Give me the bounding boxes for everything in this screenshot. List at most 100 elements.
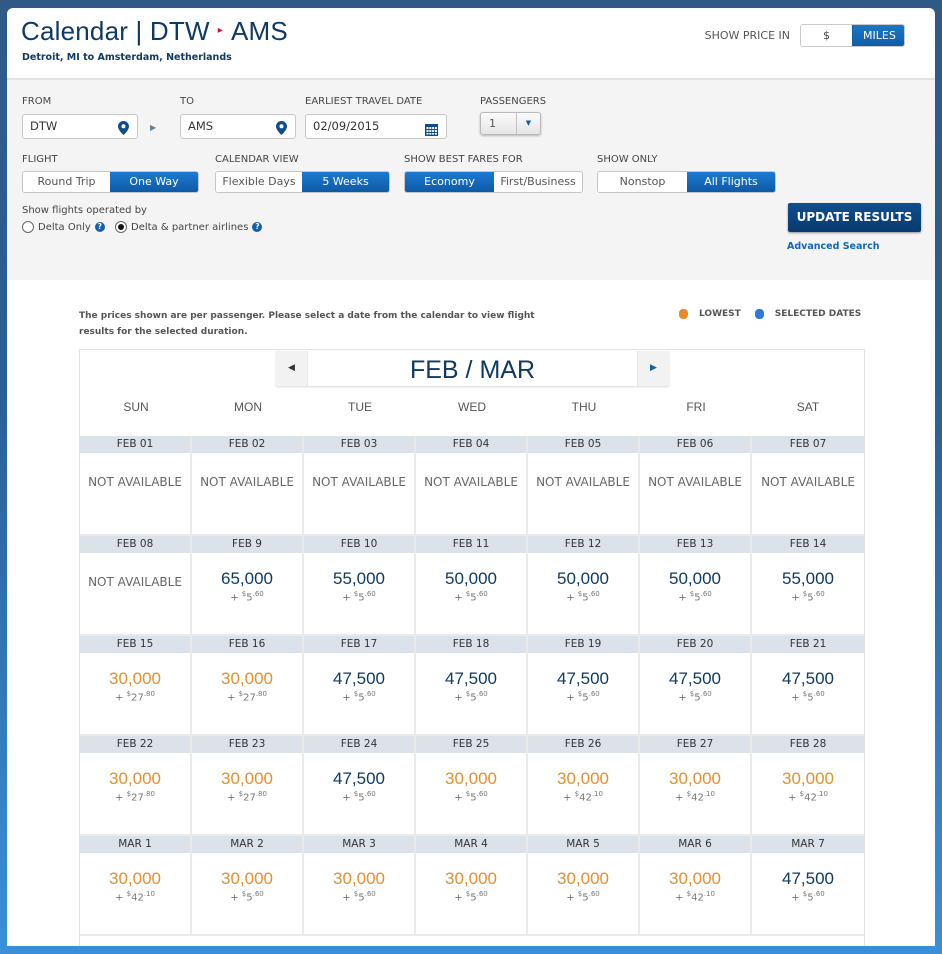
calendar-week: MAR 1 30,000 + $42.10 MAR 2 30,000 + $5.60 MAR…: [80, 836, 864, 936]
fare-miles: 50,000: [669, 569, 721, 588]
tax-dollars: 42: [131, 892, 144, 904]
fare-tax: + $5.60: [454, 790, 488, 804]
location-pin-icon[interactable]: [276, 120, 287, 143]
miles-option[interactable]: MILES: [852, 25, 904, 46]
calendar-day-cell[interactable]: MAR 3 30,000 + $5.60: [304, 836, 416, 936]
calendar-day-cell[interactable]: FEB 12 50,000 + $5.60: [528, 536, 640, 636]
update-results-button[interactable]: UPDATE RESULTS: [788, 203, 921, 232]
fare-tax: + $5.60: [230, 890, 264, 904]
radio-unchecked-icon[interactable]: [22, 221, 34, 233]
from-input[interactable]: DTW: [22, 114, 138, 139]
fare-tax: + $5.60: [454, 890, 488, 904]
chevron-down-icon[interactable]: ▼: [516, 113, 540, 134]
best-fares-label: SHOW BEST FARES FOR: [404, 154, 523, 165]
calendar-day-cell[interactable]: FEB 25 30,000 + $5.60: [416, 736, 528, 836]
fare-miles: 30,000: [221, 669, 273, 688]
calendar-day-cell[interactable]: MAR 7 47,500 + $5.60: [752, 836, 864, 936]
price-unit-toggle: $ USD MILES: [800, 24, 905, 47]
legend-selected-label: SELECTED DATES: [774, 309, 862, 319]
best-fares-toggle: Economy First/Business: [404, 171, 583, 193]
calendar-day-cell[interactable]: FEB 27 30,000 + $42.10: [640, 736, 752, 836]
calendar-day-cell[interactable]: FEB 28 30,000 + $42.10: [752, 736, 864, 836]
tax-dollars: 5: [470, 792, 477, 804]
travel-date-input[interactable]: 02/09/2015: [305, 114, 447, 139]
calendar-day-cell[interactable]: FEB 21 47,500 + $5.60: [752, 636, 864, 736]
calendar-view-label: CALENDAR VIEW: [215, 154, 299, 165]
delta-only-radio[interactable]: Delta Only ?: [22, 221, 105, 233]
calendar-day-cell[interactable]: FEB 20 47,500 + $5.60: [640, 636, 752, 736]
fare-miles: 30,000: [221, 769, 273, 788]
flexible-days-option[interactable]: Flexible Days: [216, 172, 302, 192]
day-date-label: FEB 13: [640, 536, 750, 553]
calendar-day-cell[interactable]: FEB 11 50,000 + $5.60: [416, 536, 528, 636]
tax-dollars: 5: [582, 692, 589, 704]
tax-cents: .60: [252, 590, 264, 598]
day-date-label: FEB 15: [80, 636, 190, 653]
help-icon[interactable]: ?: [94, 222, 105, 232]
nonstop-option[interactable]: Nonstop: [598, 172, 687, 192]
calendar-day-cell[interactable]: FEB 15 30,000 + $27.80: [80, 636, 192, 736]
calendar-day-cell[interactable]: FEB 22 30,000 + $27.80: [80, 736, 192, 836]
all-flights-option[interactable]: All Flights: [687, 172, 775, 192]
not-available-text: NOT AVAILABLE: [648, 475, 742, 489]
calendar-day-cell[interactable]: FEB 23 30,000 + $27.80: [192, 736, 304, 836]
advanced-search-link[interactable]: Advanced Search: [787, 241, 880, 252]
fare-miles: 30,000: [669, 769, 721, 788]
calendar-icon[interactable]: [425, 121, 438, 144]
day-date-label: MAR 4: [416, 836, 526, 853]
month-label: FEB / MAR: [409, 356, 535, 384]
usd-option[interactable]: $ USD: [801, 25, 852, 46]
tax-cents: .60: [364, 690, 376, 698]
weekday-tue: TUE: [348, 400, 372, 414]
calendar-day-cell[interactable]: FEB 9 65,000 + $5.60: [192, 536, 304, 636]
calendar-day-cell[interactable]: FEB 17 47,500 + $5.60: [304, 636, 416, 736]
tax-dollars: 5: [246, 892, 253, 904]
round-trip-option[interactable]: Round Trip: [23, 172, 110, 192]
first-business-option[interactable]: First/Business: [494, 172, 582, 192]
prev-month-button[interactable]: ◀: [276, 351, 308, 386]
to-input[interactable]: AMS: [180, 114, 296, 139]
fare-miles: 30,000: [333, 869, 385, 888]
calendar-day-cell[interactable]: FEB 19 47,500 + $5.60: [528, 636, 640, 736]
help-icon[interactable]: ?: [252, 222, 263, 232]
five-weeks-option[interactable]: 5 Weeks: [302, 172, 389, 192]
tax-cents: .60: [476, 690, 488, 698]
fare-tax: + $42.10: [788, 790, 828, 804]
next-month-button[interactable]: ▶: [637, 351, 669, 386]
one-way-option[interactable]: One Way: [110, 172, 198, 192]
calendar-day-cell[interactable]: FEB 10 55,000 + $5.60: [304, 536, 416, 636]
tax-cents: .60: [813, 690, 825, 698]
calendar-day-cell[interactable]: FEB 16 30,000 + $27.80: [192, 636, 304, 736]
day-date-label: FEB 23: [192, 736, 302, 753]
calendar-day-cell[interactable]: FEB 24 47,500 + $5.60: [304, 736, 416, 836]
tax-dollars: 5: [358, 592, 365, 604]
calendar-day-cell[interactable]: MAR 6 30,000 + $42.10: [640, 836, 752, 936]
delta-partner-radio[interactable]: Delta & partner airlines ?: [115, 221, 263, 233]
caret-left-icon: ◀: [288, 363, 295, 373]
tax-dollars: 42: [691, 792, 704, 804]
calendar-day-cell[interactable]: MAR 4 30,000 + $5.60: [416, 836, 528, 936]
calendar-day-cell[interactable]: FEB 18 47,500 + $5.60: [416, 636, 528, 736]
fare-miles: 47,500: [445, 669, 497, 688]
calendar-day-cell[interactable]: MAR 1 30,000 + $42.10: [80, 836, 192, 936]
day-date-label: FEB 07: [752, 436, 864, 453]
calendar-grid: FEB 01 NOT AVAILABLE FEB 02 NOT AVAILABLE FE…: [80, 436, 864, 936]
calendar-day-cell[interactable]: FEB 13 50,000 + $5.60: [640, 536, 752, 636]
lowest-dot-icon: [679, 309, 688, 319]
radio-checked-icon[interactable]: [115, 221, 127, 233]
day-date-label: FEB 02: [192, 436, 302, 453]
economy-option[interactable]: Economy: [405, 172, 494, 192]
calendar-day-cell[interactable]: MAR 5 30,000 + $5.60: [528, 836, 640, 936]
calendar-day-cell[interactable]: FEB 14 55,000 + $5.60: [752, 536, 864, 636]
tax-dollars: 27: [131, 792, 144, 804]
day-date-label: FEB 12: [528, 536, 638, 553]
tax-dollars: 5: [246, 592, 253, 604]
day-date-label: FEB 16: [192, 636, 302, 653]
location-pin-icon[interactable]: [118, 120, 129, 143]
month-navigator: ◀ FEB / MAR ▶: [276, 351, 669, 386]
calendar-day-cell[interactable]: MAR 2 30,000 + $5.60: [192, 836, 304, 936]
calendar-day-cell[interactable]: FEB 26 30,000 + $42.10: [528, 736, 640, 836]
passengers-select[interactable]: 1 ▼: [480, 112, 541, 135]
fare-tax: + $5.60: [566, 890, 600, 904]
day-date-label: FEB 21: [752, 636, 864, 653]
